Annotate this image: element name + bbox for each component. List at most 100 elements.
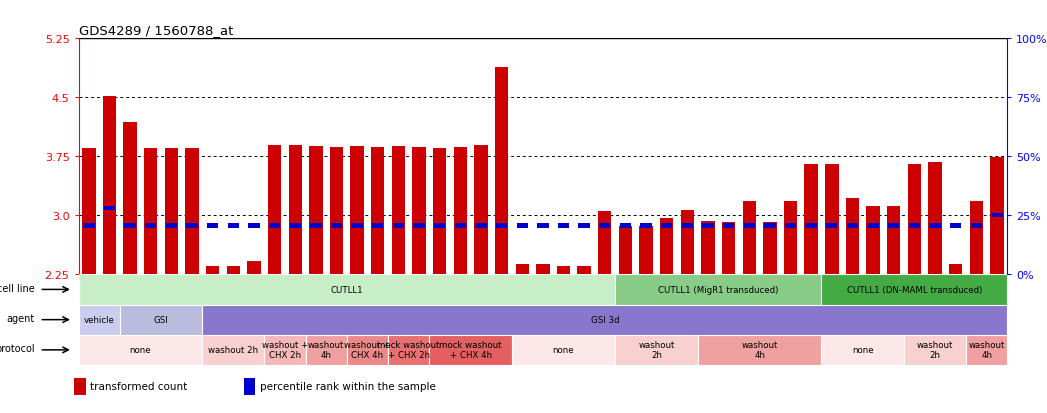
Bar xyxy=(971,224,982,228)
Text: vehicle: vehicle xyxy=(84,316,114,324)
Bar xyxy=(82,149,95,275)
Bar xyxy=(537,224,549,228)
Bar xyxy=(290,224,300,228)
Text: washout
2h: washout 2h xyxy=(639,340,674,360)
Bar xyxy=(805,224,817,228)
Bar xyxy=(681,210,694,275)
Text: transformed count: transformed count xyxy=(90,381,187,391)
Bar xyxy=(866,206,879,275)
Text: percentile rank within the sample: percentile rank within the sample xyxy=(260,381,436,391)
Bar xyxy=(264,335,306,365)
Bar xyxy=(930,224,940,228)
Bar xyxy=(847,224,859,228)
Bar xyxy=(641,224,652,228)
Bar xyxy=(615,275,822,305)
Bar xyxy=(496,224,508,228)
Bar xyxy=(371,147,384,275)
Bar xyxy=(557,266,571,275)
Bar xyxy=(269,224,281,228)
Bar xyxy=(207,224,219,228)
Bar xyxy=(558,224,570,228)
Bar xyxy=(247,261,261,275)
Text: CUTLL1 (MigR1 transduced): CUTLL1 (MigR1 transduced) xyxy=(659,285,779,294)
Bar xyxy=(703,224,714,228)
Bar xyxy=(268,145,282,275)
Text: protocol: protocol xyxy=(0,344,35,354)
Bar xyxy=(578,266,591,275)
Bar xyxy=(433,224,445,228)
Bar xyxy=(578,224,589,228)
Bar xyxy=(721,222,735,275)
Bar xyxy=(124,123,137,275)
Bar xyxy=(909,224,920,228)
Bar xyxy=(763,222,777,275)
Bar xyxy=(248,224,260,228)
Bar xyxy=(785,224,796,228)
Bar xyxy=(640,226,652,275)
Bar xyxy=(474,145,488,275)
Text: washout
4h: washout 4h xyxy=(968,340,1005,360)
Bar xyxy=(119,305,202,335)
Bar xyxy=(414,224,425,228)
Bar xyxy=(598,211,611,275)
Bar xyxy=(429,335,512,365)
Bar xyxy=(347,335,388,365)
Text: CUTLL1: CUTLL1 xyxy=(331,285,363,294)
Bar xyxy=(950,224,961,228)
Bar xyxy=(413,147,426,275)
Bar xyxy=(722,224,734,228)
Text: GDS4289 / 1560788_at: GDS4289 / 1560788_at xyxy=(79,24,232,37)
Text: cell line: cell line xyxy=(0,283,35,293)
Bar xyxy=(599,224,610,228)
Bar xyxy=(185,149,199,275)
Bar xyxy=(309,147,322,275)
Text: none: none xyxy=(852,346,873,354)
Text: none: none xyxy=(130,346,151,354)
Bar xyxy=(125,224,136,228)
Bar xyxy=(331,224,342,228)
Bar xyxy=(784,202,797,275)
Bar xyxy=(454,224,466,228)
Bar xyxy=(822,335,904,365)
Bar xyxy=(826,224,838,228)
Bar xyxy=(310,224,321,228)
Bar xyxy=(620,224,631,228)
Bar xyxy=(966,335,1007,365)
Bar xyxy=(330,147,343,275)
Bar xyxy=(804,165,818,275)
Bar xyxy=(202,335,264,365)
Text: washout
4h: washout 4h xyxy=(308,340,344,360)
Bar xyxy=(970,202,983,275)
Bar xyxy=(743,224,755,228)
Bar xyxy=(908,165,921,275)
Text: GSI 3d: GSI 3d xyxy=(591,316,619,324)
Bar xyxy=(83,224,94,228)
Bar xyxy=(433,149,446,275)
Bar xyxy=(103,97,116,275)
Bar xyxy=(146,224,156,228)
Bar xyxy=(701,221,715,275)
Bar xyxy=(351,147,364,275)
Bar xyxy=(164,149,178,275)
Bar xyxy=(888,224,899,228)
Text: washout 2h: washout 2h xyxy=(208,346,259,354)
Text: washout
2h: washout 2h xyxy=(917,340,953,360)
Bar xyxy=(661,224,672,228)
Bar xyxy=(227,224,239,228)
Bar xyxy=(453,147,467,275)
Bar xyxy=(619,227,632,275)
Bar xyxy=(660,218,673,275)
Bar xyxy=(536,264,550,275)
Bar xyxy=(495,68,508,275)
Bar xyxy=(512,335,615,365)
Bar xyxy=(516,224,528,228)
Text: none: none xyxy=(553,346,575,354)
Bar xyxy=(742,202,756,275)
Bar xyxy=(475,224,487,228)
Bar xyxy=(74,378,86,395)
Bar xyxy=(79,335,202,365)
Bar xyxy=(929,162,941,275)
Text: agent: agent xyxy=(6,313,35,323)
Bar xyxy=(202,305,1007,335)
Bar xyxy=(949,264,962,275)
